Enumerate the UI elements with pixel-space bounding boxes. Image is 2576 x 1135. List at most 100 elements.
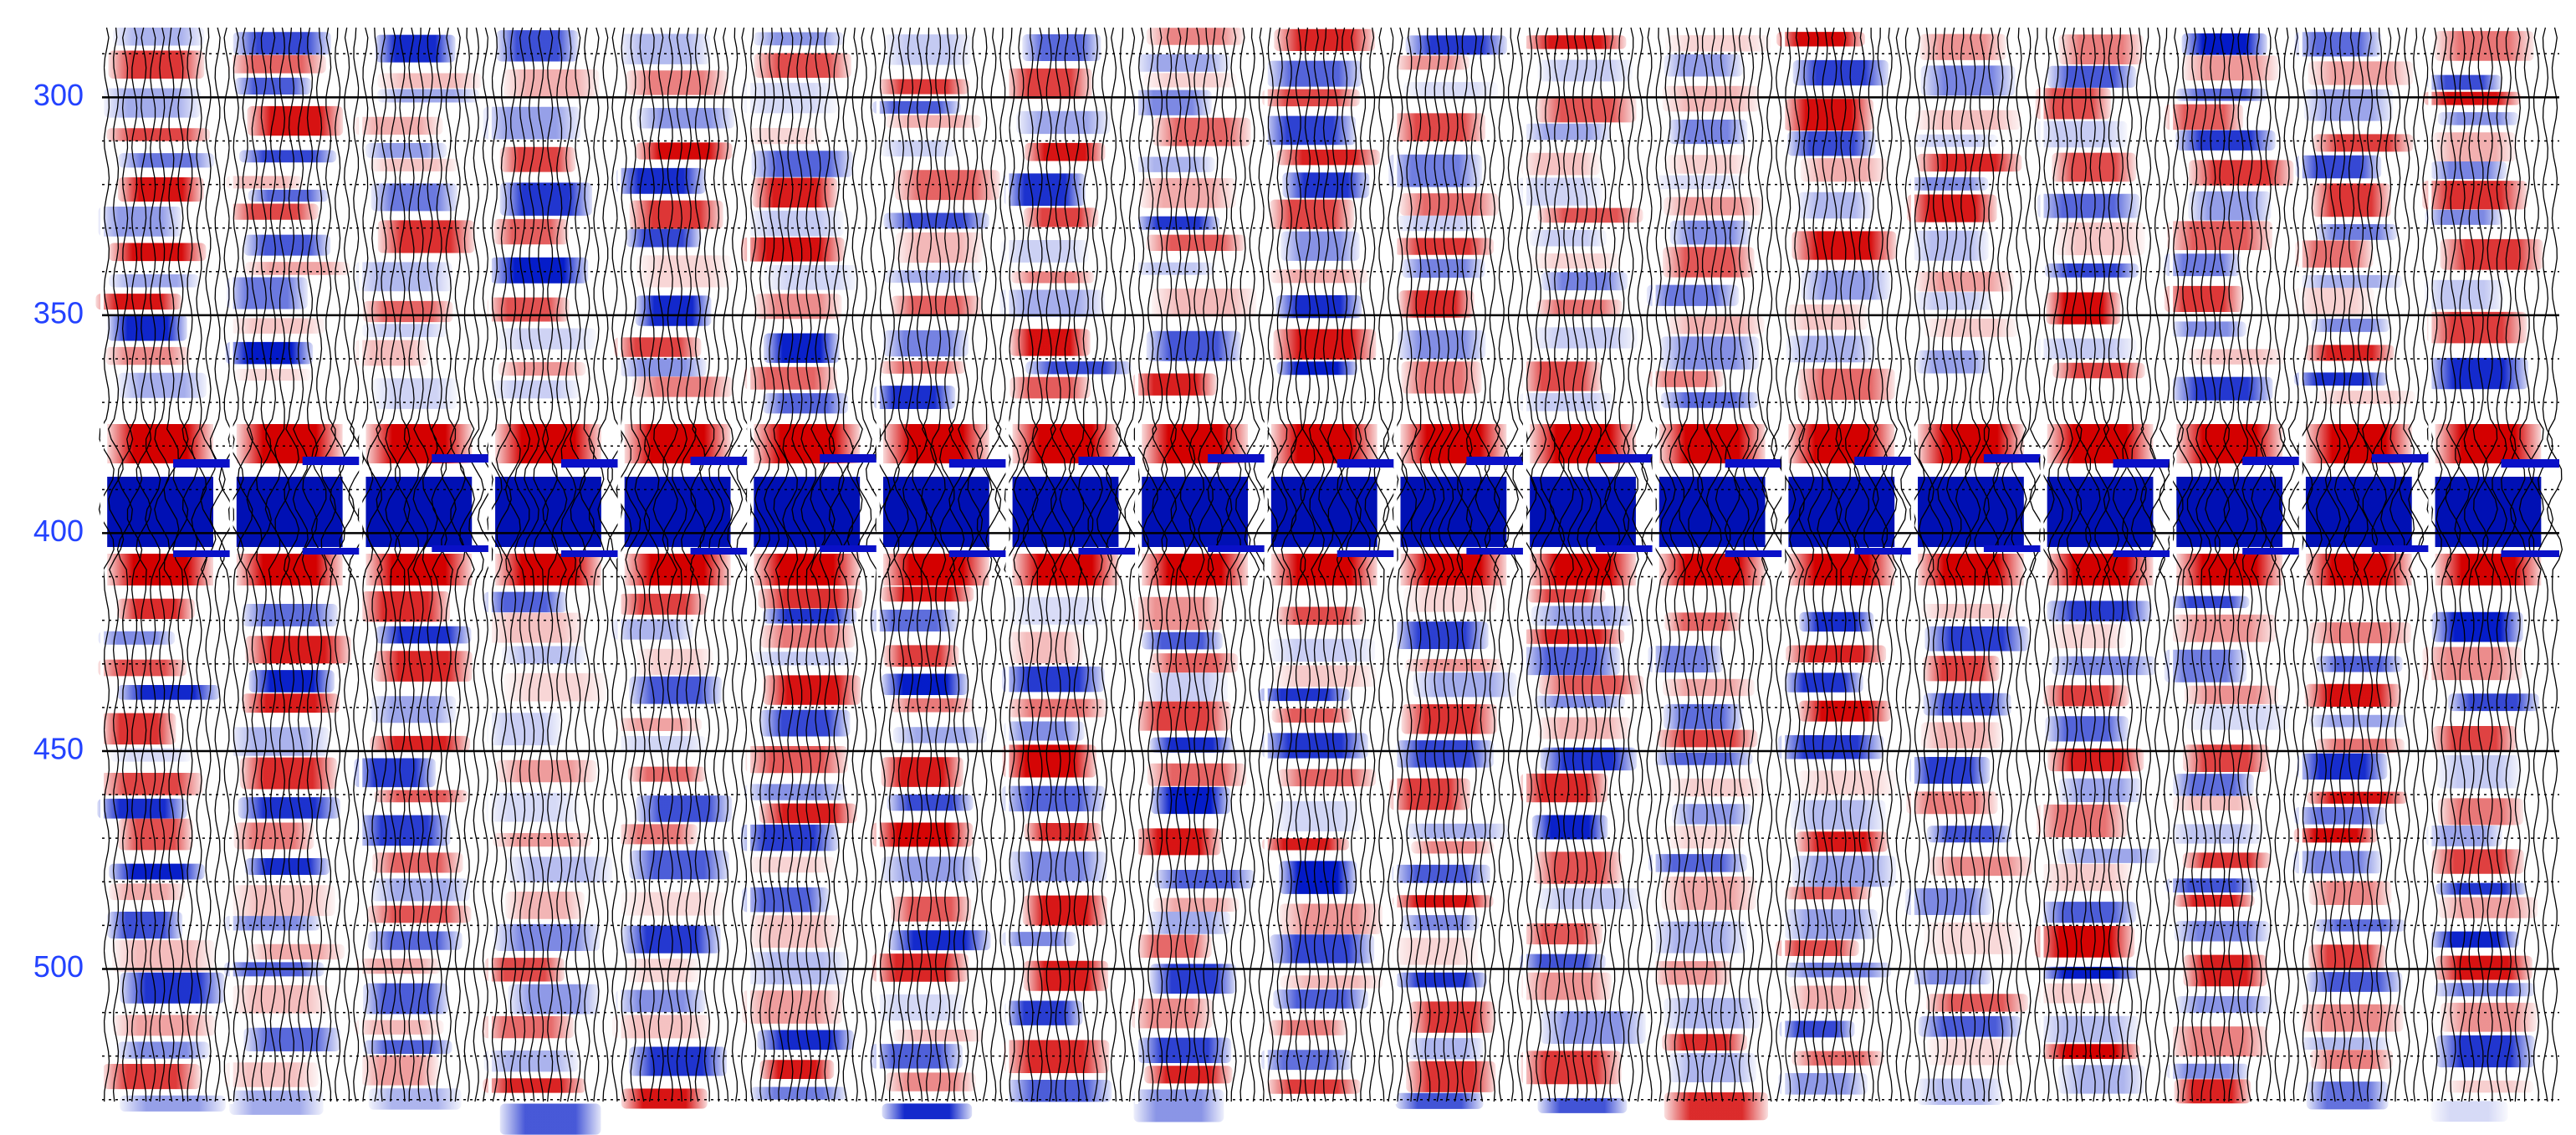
wiggle-trace <box>98 27 115 1102</box>
amplitude-band <box>880 140 957 157</box>
wiggle-trace <box>1419 27 1436 1102</box>
amplitude-band <box>363 1040 452 1054</box>
amplitude-band <box>1401 258 1485 279</box>
amplitude-band <box>626 228 702 248</box>
wiggle-trace <box>2333 27 2350 1102</box>
amplitude-band <box>1538 717 1632 739</box>
wiggle-trace <box>2527 27 2544 1102</box>
amplitude-band <box>2167 221 2272 251</box>
amplitude-band <box>1777 735 1884 759</box>
amplitude-band <box>1791 856 1896 887</box>
horizon-pick <box>2242 548 2301 555</box>
amplitude-band <box>1144 1066 1233 1084</box>
wiggle-trace <box>616 27 632 1102</box>
wiggle-trace <box>2370 27 2388 1102</box>
amplitude-band <box>626 70 728 95</box>
amplitude-band <box>758 588 863 609</box>
amplitude-band <box>1664 1092 1768 1121</box>
amplitude-band <box>116 598 195 619</box>
wiggle-trace <box>394 27 411 1102</box>
amplitude-band <box>616 735 707 753</box>
wiggle-trace <box>301 27 319 1102</box>
wiggle-trace <box>181 27 198 1102</box>
amplitude-band <box>107 911 183 939</box>
amplitude-band <box>2043 685 2129 707</box>
gather <box>999 27 1141 1104</box>
amplitude-band <box>1786 335 1876 363</box>
amplitude-band <box>1653 175 1744 190</box>
amplitude-band <box>1665 155 1751 174</box>
wiggle-trace <box>2315 27 2332 1102</box>
wiggle-trace <box>2223 27 2240 1102</box>
wiggle-trace <box>976 27 993 1102</box>
amplitude-band <box>1521 647 1620 676</box>
wiggle-trace <box>1937 27 1954 1102</box>
wiggle-trace <box>2481 27 2498 1102</box>
wiggle-trace <box>2241 27 2258 1102</box>
wiggle-trace <box>366 27 383 1102</box>
amplitude-band <box>229 1090 324 1115</box>
amplitude-band <box>1134 156 1215 172</box>
wiggle-trace <box>1650 27 1667 1102</box>
amplitude-band <box>2303 89 2394 121</box>
horizon-pick <box>2113 459 2172 468</box>
wiggle-trace <box>1114 27 1132 1102</box>
amplitude-band <box>621 1088 708 1109</box>
amplitude-band <box>1916 153 2022 172</box>
amplitude-band <box>1797 368 1895 400</box>
wiggle-trace <box>597 27 614 1102</box>
amplitude-band <box>243 1027 340 1051</box>
wiggle-trace <box>718 27 734 1102</box>
amplitude-band <box>1022 895 1107 926</box>
amplitude-band <box>1537 887 1641 909</box>
amplitude-band <box>1801 270 1890 300</box>
wiggle-trace <box>1604 27 1621 1102</box>
gather <box>1258 27 1399 1104</box>
wiggle-trace <box>1983 27 2000 1102</box>
amplitude-band <box>232 985 330 1014</box>
amplitude-band <box>498 361 586 376</box>
amplitude-band <box>2052 656 2156 676</box>
amplitude-band <box>1909 176 1989 191</box>
wiggle-trace <box>1872 27 1889 1102</box>
wiggle-trace <box>200 27 217 1102</box>
amplitude-band <box>493 832 592 847</box>
wiggle-trace <box>145 27 161 1102</box>
wiggle-trace <box>273 27 290 1102</box>
gather <box>1388 27 1529 1109</box>
wiggle-trace <box>2352 27 2369 1102</box>
amplitude-band <box>1924 626 2029 652</box>
wiggle-trace <box>1511 27 1529 1102</box>
amplitude-band <box>97 798 187 819</box>
amplitude-band <box>98 631 176 645</box>
amplitude-band <box>2434 983 2536 997</box>
amplitude-band <box>2181 33 2267 55</box>
wiggle-trace <box>2232 27 2249 1102</box>
amplitude-band <box>871 1044 963 1069</box>
wiggle-trace <box>1022 27 1039 1102</box>
wiggle-trace <box>2084 27 2101 1102</box>
wiggle-trace <box>1586 27 1602 1102</box>
amplitude-band <box>107 314 187 341</box>
amplitude-band <box>2315 739 2405 753</box>
wiggle-trace <box>1004 27 1020 1102</box>
amplitude-band <box>1664 35 1771 52</box>
amplitude-band <box>1279 903 1383 934</box>
amplitude-band <box>2432 725 2517 751</box>
amplitude-band <box>1261 838 1350 851</box>
wiggle-trace <box>1742 27 1759 1102</box>
amplitude-band <box>2173 774 2254 796</box>
wiggle-trace <box>791 27 808 1102</box>
amplitude-band <box>1541 272 1628 291</box>
wiggle-trace <box>911 27 928 1102</box>
horizon-pick <box>1854 548 1913 555</box>
amplitude-band <box>1264 115 1357 146</box>
horizon-pick <box>820 545 878 552</box>
amplitude-band <box>1399 193 1499 216</box>
wiggle-trace <box>1410 27 1427 1102</box>
wiggle-trace <box>542 27 559 1102</box>
wiggle-trace <box>819 27 836 1102</box>
amplitude-band <box>2057 1065 2145 1094</box>
wiggle-trace <box>958 27 974 1102</box>
